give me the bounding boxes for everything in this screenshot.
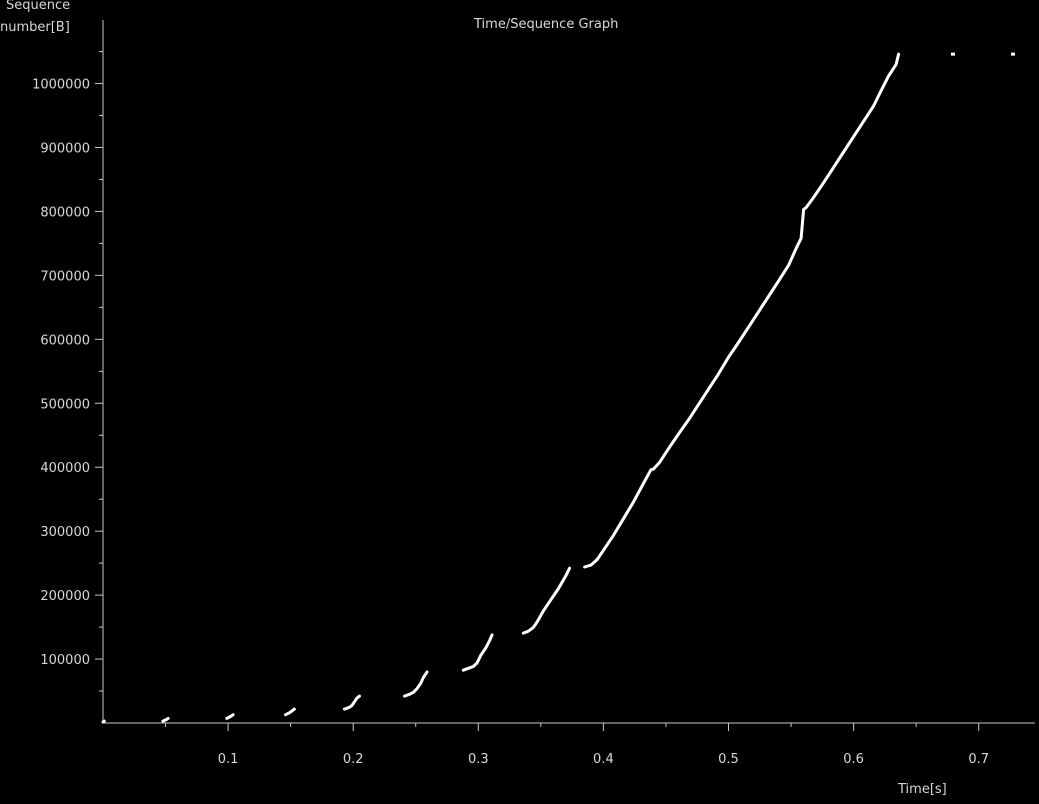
- x-tick-label: 0.4: [593, 752, 614, 767]
- x-tick-label: 0.2: [343, 752, 364, 767]
- data-segment: [403, 670, 429, 698]
- y-tick-label: 100000: [40, 653, 90, 668]
- data-point: [950, 52, 955, 56]
- data-segment: [225, 713, 235, 720]
- y-tick-label: 600000: [40, 333, 90, 348]
- x-tick-label: 0.1: [218, 752, 239, 767]
- y-tick-label: 900000: [40, 141, 90, 156]
- data-segment: [161, 716, 170, 723]
- data-segment: [101, 719, 106, 724]
- y-axis-label-line2: number[B]: [0, 20, 70, 35]
- x-tick-label: 0.5: [718, 752, 739, 767]
- data-point: [1010, 52, 1015, 56]
- data-segment: [521, 566, 572, 635]
- data-segment: [342, 694, 361, 711]
- y-tick-label: 500000: [40, 397, 90, 412]
- chart-title: Time/Sequence Graph: [474, 17, 619, 32]
- y-tick-label: 300000: [40, 525, 90, 540]
- x-axis-label: Time[s]: [898, 782, 947, 797]
- y-tick-label: 800000: [40, 205, 90, 220]
- x-tick-label: 0.6: [843, 752, 864, 767]
- x-tick-label: 0.3: [468, 752, 489, 767]
- y-tick-label: 200000: [40, 589, 90, 604]
- y-tick-label: 400000: [40, 461, 90, 476]
- y-axis-label-line1: Sequence: [6, 0, 71, 13]
- data-segment: [284, 707, 296, 717]
- data-segment: [583, 52, 901, 569]
- y-tick-label: 1000000: [32, 78, 90, 93]
- x-tick-label: 0.7: [968, 752, 989, 767]
- data-segment: [461, 633, 494, 672]
- y-tick-label: 700000: [40, 269, 90, 284]
